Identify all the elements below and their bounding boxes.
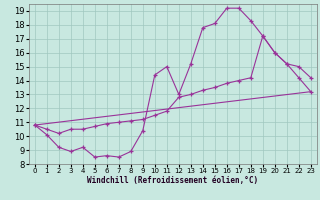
X-axis label: Windchill (Refroidissement éolien,°C): Windchill (Refroidissement éolien,°C): [87, 176, 258, 185]
